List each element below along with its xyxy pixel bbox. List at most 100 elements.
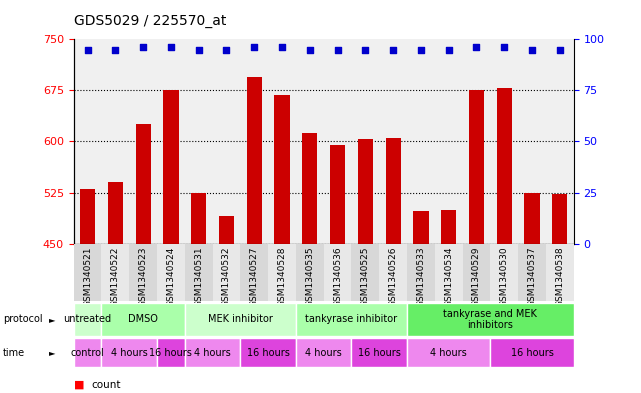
- Bar: [157, 244, 185, 301]
- Bar: [219, 217, 234, 244]
- Bar: [407, 338, 490, 367]
- Text: 4 hours: 4 hours: [111, 348, 147, 358]
- Text: untreated: untreated: [63, 314, 112, 324]
- Bar: [413, 211, 429, 244]
- Bar: [213, 244, 240, 301]
- Bar: [191, 193, 206, 244]
- Point: [304, 46, 315, 53]
- Text: GSM1340529: GSM1340529: [472, 246, 481, 307]
- Bar: [74, 303, 101, 336]
- Text: ►: ►: [49, 348, 56, 357]
- Bar: [324, 244, 351, 301]
- Text: 16 hours: 16 hours: [247, 348, 290, 358]
- Bar: [490, 244, 518, 301]
- Bar: [497, 88, 512, 244]
- Bar: [268, 244, 296, 301]
- Text: protocol: protocol: [3, 314, 43, 324]
- Text: GSM1340524: GSM1340524: [167, 246, 176, 307]
- Point: [221, 46, 231, 53]
- Text: ■: ■: [74, 380, 84, 390]
- Bar: [157, 338, 185, 367]
- Bar: [80, 189, 96, 244]
- Text: DMSO: DMSO: [128, 314, 158, 324]
- Point: [471, 44, 481, 51]
- Point: [527, 46, 537, 53]
- Text: GSM1340538: GSM1340538: [555, 246, 564, 307]
- Bar: [407, 244, 435, 301]
- Bar: [274, 95, 290, 244]
- Bar: [185, 303, 296, 336]
- Text: GSM1340530: GSM1340530: [500, 246, 509, 307]
- Text: count: count: [92, 380, 121, 390]
- Text: MEK inhibitor: MEK inhibitor: [208, 314, 273, 324]
- Text: tankyrase inhibitor: tankyrase inhibitor: [305, 314, 397, 324]
- Text: GSM1340523: GSM1340523: [138, 246, 147, 307]
- Point: [138, 44, 148, 51]
- Point: [194, 46, 204, 53]
- Text: 16 hours: 16 hours: [358, 348, 401, 358]
- Point: [110, 46, 121, 53]
- Point: [360, 46, 370, 53]
- Point: [83, 46, 93, 53]
- Point: [416, 46, 426, 53]
- Bar: [101, 338, 157, 367]
- Bar: [379, 244, 407, 301]
- Bar: [101, 303, 185, 336]
- Text: GSM1340526: GSM1340526: [388, 246, 397, 307]
- Bar: [163, 90, 179, 244]
- Bar: [552, 194, 567, 244]
- Bar: [108, 182, 123, 244]
- Bar: [135, 125, 151, 244]
- Text: ►: ►: [49, 315, 56, 324]
- Point: [166, 44, 176, 51]
- Text: GSM1340525: GSM1340525: [361, 246, 370, 307]
- Text: 4 hours: 4 hours: [430, 348, 467, 358]
- Text: time: time: [3, 348, 26, 358]
- Bar: [469, 90, 484, 244]
- Text: 4 hours: 4 hours: [305, 348, 342, 358]
- Text: GSM1340536: GSM1340536: [333, 246, 342, 307]
- Bar: [435, 244, 463, 301]
- Text: GSM1340531: GSM1340531: [194, 246, 203, 307]
- Text: GSM1340537: GSM1340537: [528, 246, 537, 307]
- Bar: [490, 338, 574, 367]
- Point: [499, 44, 510, 51]
- Text: 16 hours: 16 hours: [511, 348, 553, 358]
- Bar: [185, 244, 213, 301]
- Text: 4 hours: 4 hours: [194, 348, 231, 358]
- Bar: [351, 244, 379, 301]
- Bar: [296, 244, 324, 301]
- Bar: [330, 145, 345, 244]
- Bar: [358, 140, 373, 244]
- Bar: [74, 338, 101, 367]
- Bar: [247, 77, 262, 244]
- Text: control: control: [71, 348, 104, 358]
- Text: GSM1340535: GSM1340535: [305, 246, 314, 307]
- Bar: [351, 338, 407, 367]
- Bar: [441, 209, 456, 244]
- Bar: [518, 244, 546, 301]
- Point: [388, 46, 398, 53]
- Text: GSM1340521: GSM1340521: [83, 246, 92, 307]
- Bar: [296, 303, 407, 336]
- Bar: [302, 132, 317, 244]
- Bar: [296, 338, 351, 367]
- Bar: [240, 338, 296, 367]
- Point: [277, 44, 287, 51]
- Bar: [74, 244, 101, 301]
- Text: GDS5029 / 225570_at: GDS5029 / 225570_at: [74, 14, 226, 28]
- Point: [554, 46, 565, 53]
- Point: [333, 46, 343, 53]
- Text: GSM1340532: GSM1340532: [222, 246, 231, 307]
- Text: GSM1340528: GSM1340528: [278, 246, 287, 307]
- Text: GSM1340534: GSM1340534: [444, 246, 453, 307]
- Bar: [129, 244, 157, 301]
- Text: GSM1340527: GSM1340527: [250, 246, 259, 307]
- Point: [444, 46, 454, 53]
- Bar: [185, 338, 240, 367]
- Bar: [463, 244, 490, 301]
- Text: GSM1340522: GSM1340522: [111, 246, 120, 307]
- Bar: [240, 244, 268, 301]
- Bar: [407, 303, 574, 336]
- Bar: [101, 244, 129, 301]
